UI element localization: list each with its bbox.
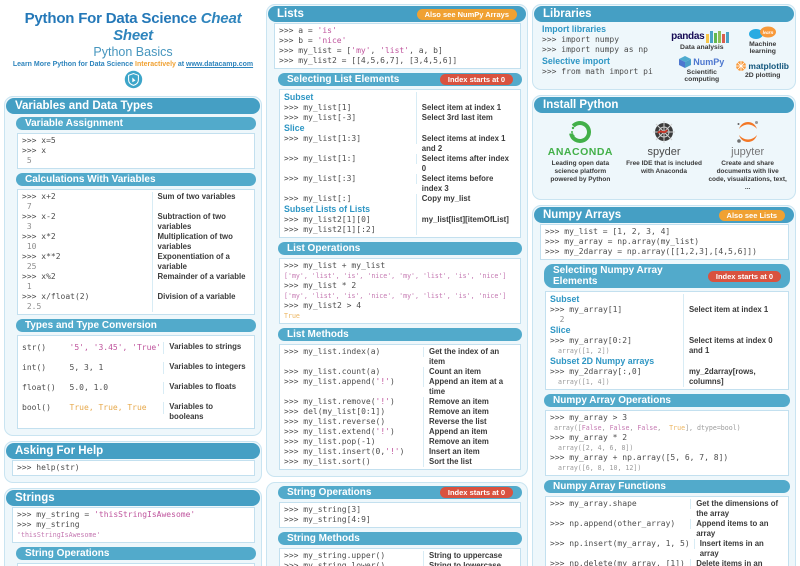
code-string-operations-left: >>> my_string * 2 'thisStringIsAwesometh… bbox=[17, 563, 255, 566]
pandas-logo: pandas Data analysis bbox=[671, 26, 732, 55]
section-header-variables: Variables and Data Types bbox=[6, 98, 260, 114]
anaconda-icon bbox=[569, 121, 592, 143]
left-column: Python For Data Science Cheat Sheet Pyth… bbox=[4, 4, 262, 566]
svg-text:learn: learn bbox=[762, 31, 773, 36]
subheader-numpy-operations: Numpy Array Operations bbox=[544, 394, 790, 407]
section-libraries: Libraries Import libraries >>> import nu… bbox=[532, 4, 796, 90]
section-header-help: Asking For Help bbox=[6, 443, 260, 459]
code-selective-import: >>> from math import pi bbox=[542, 67, 653, 76]
subheader-string-methods: String Methods bbox=[278, 532, 522, 545]
title-main: Python For Data Science bbox=[24, 10, 197, 27]
table-numpy-functions: >>> my_array.shape Get the dimensions of … bbox=[545, 496, 789, 566]
section-asking-for-help: Asking For Help >>> help(str) bbox=[4, 441, 262, 483]
code-import: >>> import numpy >>> import numpy as np bbox=[542, 35, 648, 54]
code-numpy-operations: >>> my_array > 3 array([False, False, Fa… bbox=[545, 410, 789, 476]
code-variable-assignment: >>> x=5 >>> x 5 bbox=[17, 133, 255, 169]
numpy-logo: NumPy Scientific computing bbox=[671, 56, 732, 83]
label-import-libraries: Import libraries bbox=[542, 24, 607, 34]
badge-also-see-numpy: Also see NumPy Arrays bbox=[416, 8, 517, 20]
libraries-logos: pandas Data analysis learn Machine learn… bbox=[667, 24, 793, 85]
badge-index-starts-0-numpy: Index starts at 0 bbox=[707, 270, 781, 282]
libraries-body: Import libraries >>> import numpy >>> imp… bbox=[533, 23, 795, 87]
subheader-string-operations-mid: String Operations Index starts at 0 bbox=[278, 486, 522, 499]
libraries-code: Import libraries >>> import numpy >>> imp… bbox=[535, 24, 667, 85]
jupyter-item: jupyter Create and share documents with … bbox=[708, 119, 787, 192]
section-header-libraries: Libraries bbox=[534, 6, 794, 22]
section-header-numpy: Numpy Arrays Also see Lists bbox=[534, 207, 794, 223]
subheader-selecting-list-elements: Selecting List Elements Index starts at … bbox=[278, 73, 522, 86]
code-strings: >>> my_string = 'thisStringIsAwesome' >>>… bbox=[12, 507, 255, 543]
table-list-methods: >>> my_list.index(a) Get the index of an … bbox=[279, 344, 521, 470]
right-column: Libraries Import libraries >>> import nu… bbox=[532, 4, 796, 566]
section-install-python: Install Python ANACONDA Leading open dat… bbox=[532, 95, 796, 200]
section-header-strings: Strings bbox=[6, 490, 260, 506]
section-strings: Strings >>> my_string = 'thisStringIsAwe… bbox=[4, 488, 262, 566]
code-lists: >>> a = 'is' >>> b = 'nice' >>> my_list = … bbox=[274, 23, 521, 69]
scikit-learn-icon: learn bbox=[748, 26, 776, 39]
section-header-install: Install Python bbox=[534, 97, 794, 113]
matplotlib-icon bbox=[736, 60, 747, 71]
subheader-selecting-numpy-elements: Selecting Numpy Array Elements Index sta… bbox=[544, 264, 790, 288]
badge-also-see-lists: Also see Lists bbox=[718, 209, 785, 221]
spyder-item: spyder Free IDE that is included with An… bbox=[625, 119, 704, 192]
section-string-ops-methods: String Operations Index starts at 0 >>> … bbox=[266, 482, 528, 566]
table-string-methods: >>> my_string.upper() String to uppercase… bbox=[279, 548, 521, 566]
datacamp-link[interactable]: www.datacamp.com bbox=[186, 61, 254, 68]
table-type-conversion: str() '5', '3.45', 'True' Variables to str… bbox=[17, 335, 255, 429]
page-title: Python For Data Science Cheat Sheet bbox=[4, 10, 262, 44]
scikit-learn-logo: learn Machine learning bbox=[736, 26, 789, 55]
title-italic: Cheat Sheet bbox=[113, 10, 242, 44]
table-selecting-list-elements: Subset >>> my_list[1] Select item at index… bbox=[279, 89, 521, 238]
section-numpy-arrays: Numpy Arrays Also see Lists >>> my_list … bbox=[532, 205, 796, 566]
anaconda-item: ANACONDA Leading open data science platf… bbox=[541, 119, 620, 192]
numpy-icon bbox=[679, 56, 692, 68]
code-string-operations-mid: >>> my_string[3] >>> my_string[4:9] bbox=[279, 502, 521, 528]
subheader-calculations: Calculations With Variables bbox=[16, 173, 256, 186]
subheader-types-conversion: Types and Type Conversion bbox=[16, 319, 256, 332]
middle-column: Lists Also see NumPy Arrays >>> a = 'is'… bbox=[266, 4, 528, 566]
matplotlib-logo: matplotlib 2D plotting bbox=[736, 56, 789, 83]
tagline: Learn More Python for Data Science Inter… bbox=[12, 61, 254, 68]
section-variables-and-data-types: Variables and Data Types Variable Assign… bbox=[4, 96, 262, 436]
label-selective-import: Selective import bbox=[542, 56, 610, 66]
subheader-variable-assignment: Variable Assignment bbox=[16, 117, 256, 130]
pandas-icon bbox=[706, 30, 730, 43]
spyder-icon bbox=[653, 121, 675, 143]
table-selecting-numpy-elements: Subset >>> my_array[1] 2 Select item at in… bbox=[545, 291, 789, 390]
section-header-lists: Lists Also see NumPy Arrays bbox=[268, 6, 526, 22]
subheader-list-operations: List Operations bbox=[278, 242, 522, 255]
badge-index-starts-0-lists: Index starts at 0 bbox=[439, 74, 513, 85]
masthead: Python For Data Science Cheat Sheet Pyth… bbox=[4, 4, 262, 96]
table-calculations: >>> x+2 7 Sum of two variables >>> x-2 3 Su… bbox=[17, 189, 255, 315]
subheader-list-methods: List Methods bbox=[278, 328, 522, 341]
page-subtitle: Python Basics bbox=[93, 45, 173, 59]
section-lists: Lists Also see NumPy Arrays >>> a = 'is'… bbox=[266, 4, 528, 477]
jupyter-icon bbox=[736, 121, 758, 143]
datacamp-shield-icon bbox=[4, 70, 262, 94]
install-body: ANACONDA Leading open data science platf… bbox=[533, 114, 795, 197]
code-list-operations: >>> my_list + my_list ['my', 'list', 'is'… bbox=[279, 258, 521, 324]
subheader-string-operations-left: String Operations bbox=[16, 547, 256, 560]
code-help: >>> help(str) bbox=[12, 460, 255, 476]
badge-index-starts-0-strings: Index starts at 0 bbox=[439, 487, 513, 498]
subheader-numpy-functions: Numpy Array Functions bbox=[544, 480, 790, 493]
code-numpy-arrays: >>> my_list = [1, 2, 3, 4] >>> my_array =… bbox=[540, 224, 789, 260]
